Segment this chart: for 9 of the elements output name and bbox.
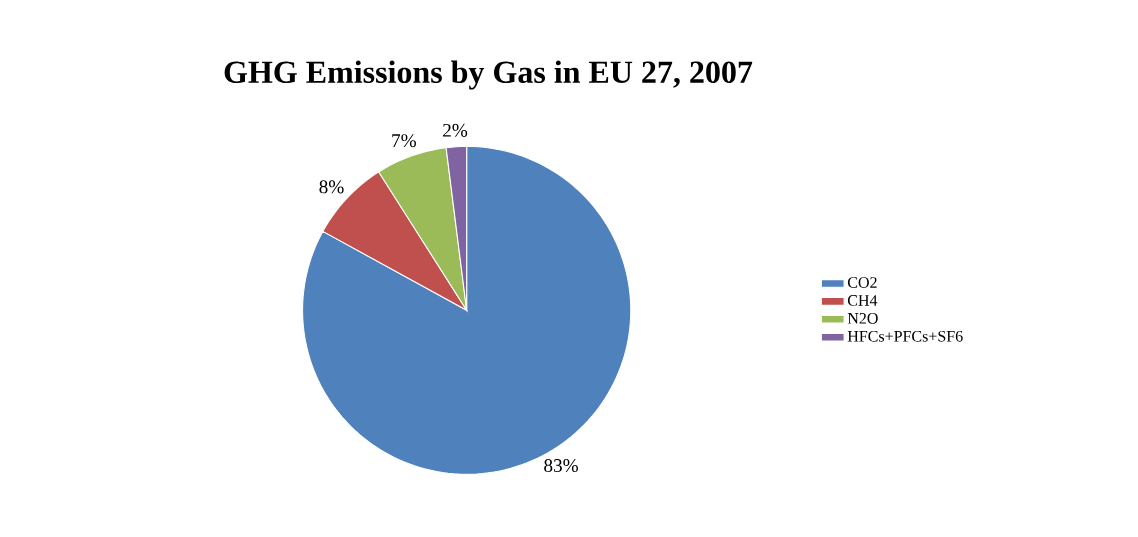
legend-label: HFCs+PFCs+SF6	[847, 330, 963, 342]
chart-title: GHG Emissions by Gas in EU 27, 2007	[224, 60, 753, 90]
data-label: 7%	[392, 134, 416, 148]
legend-label: CH4	[847, 295, 878, 306]
data-label: 8%	[319, 180, 344, 194]
data-label: 83%	[544, 459, 578, 473]
data-label: 2%	[443, 123, 468, 137]
legend-label: N2O	[847, 312, 878, 324]
legend-label: CO2	[847, 277, 877, 288]
